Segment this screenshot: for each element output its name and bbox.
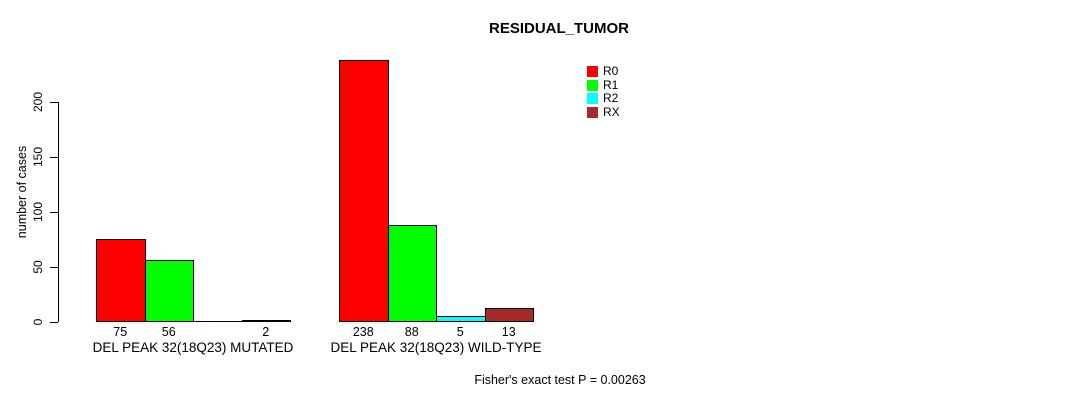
y-axis-tick	[50, 267, 58, 268]
legend: R0 R1 R2 RX	[587, 64, 620, 120]
bar-value-label: 56	[161, 325, 176, 339]
bar-value-label: 2	[262, 325, 270, 339]
legend-item-r2: R2	[587, 91, 620, 105]
legend-swatch-r1	[587, 79, 598, 91]
legend-item-r0: R0	[587, 64, 620, 78]
y-axis-title: number of cases	[15, 145, 29, 239]
bar-value-label: 13	[501, 325, 516, 339]
y-axis-tick-label: 50	[31, 260, 45, 274]
y-axis-tick-label: 200	[31, 91, 45, 113]
bar-rx	[242, 320, 291, 322]
y-axis-tick-label: 0	[31, 318, 45, 326]
legend-item-rx: RX	[587, 104, 620, 119]
bar-r0	[339, 60, 389, 322]
y-axis-tick	[50, 102, 58, 103]
legend-swatch-rx	[587, 106, 598, 118]
y-axis-tick-label: 100	[31, 201, 45, 223]
y-axis-tick	[50, 212, 58, 213]
x-category-label: DEL PEAK 32(18Q23) WILD-TYPE	[330, 340, 542, 355]
chart-title: RESIDUAL_TUMOR	[488, 20, 630, 37]
legend-swatch-r0	[587, 66, 598, 77]
y-axis-tick-label: 150	[31, 146, 45, 168]
y-axis-tick	[50, 157, 58, 158]
legend-label: RX	[603, 104, 620, 119]
legend-swatch-r2	[587, 93, 598, 104]
footnote-pvalue: Fisher's exact test P = 0.00263	[474, 373, 646, 387]
bar-rx	[485, 308, 534, 322]
bar-value-label: 88	[404, 325, 419, 339]
bar-r2-zero	[193, 321, 243, 322]
bar-value-label: 5	[456, 325, 464, 339]
legend-label: R2	[603, 91, 619, 105]
bar-r2	[436, 316, 486, 322]
bar-value-label: 238	[352, 325, 374, 339]
bar-r1	[145, 260, 194, 322]
legend-item-r1: R1	[587, 77, 620, 92]
legend-label: R1	[603, 77, 619, 92]
bar-value-label: 75	[113, 325, 128, 339]
bar-r1	[388, 225, 437, 322]
bar-r0	[96, 239, 146, 322]
x-category-label: DEL PEAK 32(18Q23) MUTATED	[92, 340, 294, 355]
y-axis-tick	[50, 322, 58, 323]
y-axis-line	[58, 102, 59, 322]
legend-label: R0	[603, 64, 619, 78]
